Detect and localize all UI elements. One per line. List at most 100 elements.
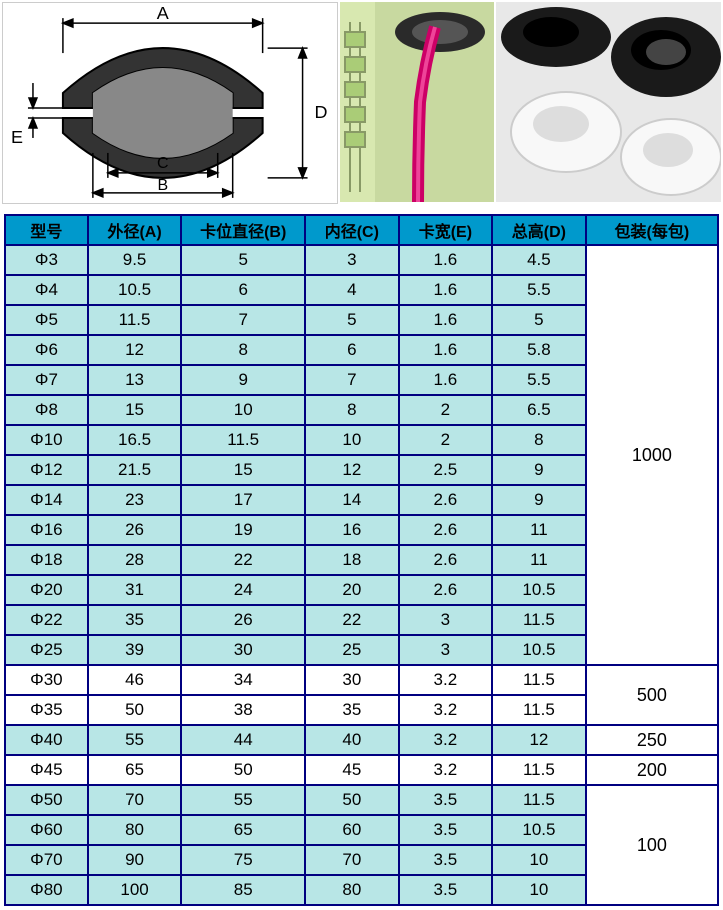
- cell-e: 1.6: [399, 335, 493, 365]
- cell-b: 9: [181, 365, 305, 395]
- cell-e: 2: [399, 395, 493, 425]
- cell-model: Φ10: [5, 425, 88, 455]
- dim-label-d: D: [315, 102, 328, 122]
- cell-e: 3.2: [399, 665, 493, 695]
- table-row: Φ456550453.211.5200: [5, 755, 718, 785]
- cell-a: 35: [88, 605, 182, 635]
- cell-c: 40: [305, 725, 399, 755]
- cell-b: 8: [181, 335, 305, 365]
- cell-e: 3.5: [399, 785, 493, 815]
- cell-model: Φ45: [5, 755, 88, 785]
- cell-c: 20: [305, 575, 399, 605]
- top-image-row: A D E: [0, 0, 723, 204]
- dim-label-a: A: [157, 3, 169, 23]
- cell-a: 11.5: [88, 305, 182, 335]
- cell-e: 2.6: [399, 545, 493, 575]
- cell-c: 12: [305, 455, 399, 485]
- cell-c: 25: [305, 635, 399, 665]
- cell-model: Φ20: [5, 575, 88, 605]
- cell-d: 12: [492, 725, 586, 755]
- cell-model: Φ4: [5, 275, 88, 305]
- cell-d: 11.5: [492, 695, 586, 725]
- cell-a: 13: [88, 365, 182, 395]
- header-inner-dia: 内径(C): [305, 215, 399, 245]
- cell-model: Φ70: [5, 845, 88, 875]
- cell-c: 3: [305, 245, 399, 275]
- pack-cell: 200: [586, 755, 718, 785]
- cell-b: 17: [181, 485, 305, 515]
- cell-b: 6: [181, 275, 305, 305]
- cell-d: 5.5: [492, 365, 586, 395]
- cell-model: Φ80: [5, 875, 88, 905]
- cell-e: 3.5: [399, 845, 493, 875]
- cell-c: 5: [305, 305, 399, 335]
- cell-model: Φ12: [5, 455, 88, 485]
- cell-b: 22: [181, 545, 305, 575]
- cell-d: 11.5: [492, 755, 586, 785]
- cell-a: 28: [88, 545, 182, 575]
- cell-c: 35: [305, 695, 399, 725]
- cell-b: 24: [181, 575, 305, 605]
- header-packaging: 包装(每包): [586, 215, 718, 245]
- cell-e: 3: [399, 605, 493, 635]
- cell-d: 9: [492, 455, 586, 485]
- cell-a: 65: [88, 755, 182, 785]
- pack-cell: 250: [586, 725, 718, 755]
- cell-a: 55: [88, 725, 182, 755]
- cell-a: 100: [88, 875, 182, 905]
- cell-c: 18: [305, 545, 399, 575]
- cell-e: 2.6: [399, 515, 493, 545]
- cell-d: 11: [492, 515, 586, 545]
- table-body: Φ39.5531.64.51000Φ410.5641.65.5Φ511.5751…: [5, 245, 718, 905]
- cell-model: Φ25: [5, 635, 88, 665]
- cell-b: 44: [181, 725, 305, 755]
- cell-e: 3: [399, 635, 493, 665]
- cell-model: Φ14: [5, 485, 88, 515]
- cell-b: 50: [181, 755, 305, 785]
- cell-e: 3.5: [399, 815, 493, 845]
- cell-e: 3.2: [399, 695, 493, 725]
- cell-d: 10.5: [492, 575, 586, 605]
- cross-section-diagram: A D E: [2, 2, 338, 204]
- cell-model: Φ40: [5, 725, 88, 755]
- cell-c: 4: [305, 275, 399, 305]
- cell-d: 5.8: [492, 335, 586, 365]
- cell-e: 2.5: [399, 455, 493, 485]
- pack-cell: 500: [586, 665, 718, 725]
- header-height: 总高(D): [492, 215, 586, 245]
- cell-d: 11.5: [492, 665, 586, 695]
- cell-model: Φ16: [5, 515, 88, 545]
- spec-table: 型号 外径(A) 卡位直径(B) 内径(C) 卡宽(E) 总高(D) 包装(每包…: [4, 214, 719, 906]
- cell-b: 11.5: [181, 425, 305, 455]
- cell-e: 3.5: [399, 875, 493, 905]
- cell-d: 10: [492, 875, 586, 905]
- cell-a: 15: [88, 395, 182, 425]
- installation-illustration: [340, 2, 495, 202]
- cell-a: 70: [88, 785, 182, 815]
- cell-b: 85: [181, 875, 305, 905]
- cell-a: 26: [88, 515, 182, 545]
- cell-c: 16: [305, 515, 399, 545]
- cell-d: 4.5: [492, 245, 586, 275]
- cell-model: Φ22: [5, 605, 88, 635]
- cell-a: 10.5: [88, 275, 182, 305]
- table-header-row: 型号 外径(A) 卡位直径(B) 内径(C) 卡宽(E) 总高(D) 包装(每包…: [5, 215, 718, 245]
- header-model: 型号: [5, 215, 88, 245]
- cell-c: 14: [305, 485, 399, 515]
- dim-label-b: B: [157, 177, 168, 194]
- cell-b: 55: [181, 785, 305, 815]
- cell-a: 23: [88, 485, 182, 515]
- cell-b: 30: [181, 635, 305, 665]
- cell-e: 1.6: [399, 245, 493, 275]
- cell-model: Φ50: [5, 785, 88, 815]
- cell-e: 2: [399, 425, 493, 455]
- cell-c: 30: [305, 665, 399, 695]
- cell-d: 8: [492, 425, 586, 455]
- cell-a: 90: [88, 845, 182, 875]
- header-groove-dia: 卡位直径(B): [181, 215, 305, 245]
- cell-a: 39: [88, 635, 182, 665]
- cell-d: 9: [492, 485, 586, 515]
- cell-b: 7: [181, 305, 305, 335]
- cell-d: 6.5: [492, 395, 586, 425]
- cell-model: Φ5: [5, 305, 88, 335]
